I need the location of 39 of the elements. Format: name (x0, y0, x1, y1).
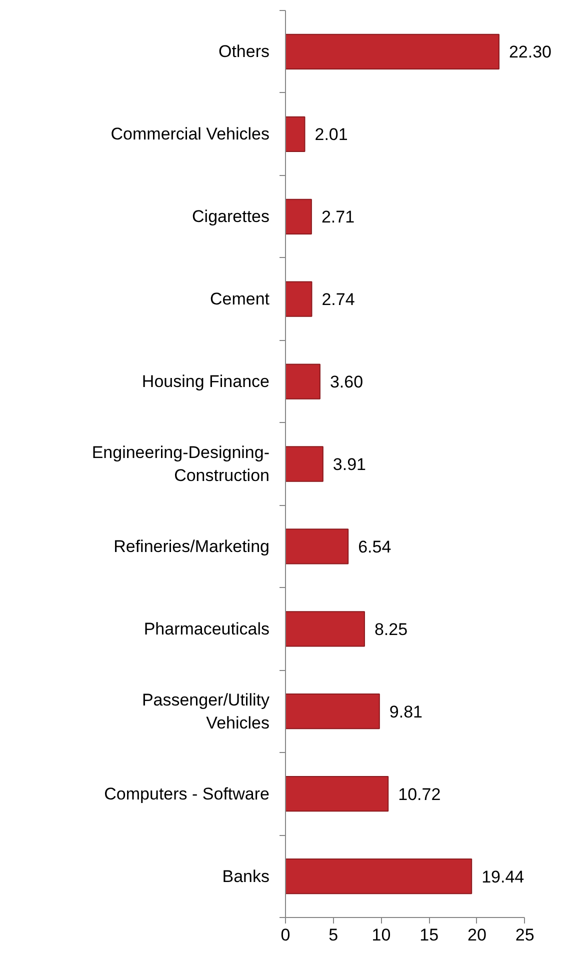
y-tick-label: Cement (210, 290, 270, 309)
y-tick-label: Others (218, 42, 270, 62)
bar (286, 528, 349, 564)
y-tick-label: Passenger/Utility Vehicles (142, 690, 270, 732)
x-tick-label: 25 (515, 926, 534, 944)
y-tick-label: Refineries/Marketing (114, 536, 270, 556)
bar (286, 611, 365, 647)
data-label: 10.72 (398, 784, 441, 804)
data-label: 19.44 (482, 867, 524, 886)
y-tick-label: Banks (222, 866, 270, 886)
x-tick-label: 5 (328, 926, 338, 944)
y-tick-label: Computers - Software (104, 784, 270, 804)
bar (286, 776, 389, 812)
bar (286, 364, 320, 400)
data-label: 2.71 (321, 208, 355, 227)
y-tick-label: Pharmaceuticals (144, 619, 270, 638)
bar (286, 446, 324, 482)
y-tick-label: Cigarettes (192, 207, 270, 226)
bar (286, 694, 380, 730)
x-tick-label: 10 (372, 926, 391, 944)
bar (286, 116, 306, 152)
data-label: 22.30 (508, 42, 552, 62)
data-label: 2.74 (322, 290, 355, 310)
bar (286, 281, 312, 317)
y-tick-label: Commercial Vehicles (110, 124, 270, 144)
y-tick-label: Housing Finance (142, 372, 270, 392)
x-tick-label: 20 (468, 926, 486, 944)
x-tick-label: 15 (420, 926, 439, 944)
bar (286, 858, 472, 894)
data-label: 3.91 (332, 455, 366, 474)
data-label: 2.01 (314, 125, 348, 144)
data-label: 8.25 (374, 620, 408, 639)
y-tick-label: Engineering-Designing- Construction (92, 443, 270, 485)
data-label: 6.54 (358, 537, 392, 556)
bar (286, 198, 312, 234)
x-tick-label: 0 (280, 926, 290, 944)
bar (286, 34, 500, 70)
data-label: 3.60 (330, 372, 364, 392)
data-label: 9.81 (389, 702, 422, 722)
